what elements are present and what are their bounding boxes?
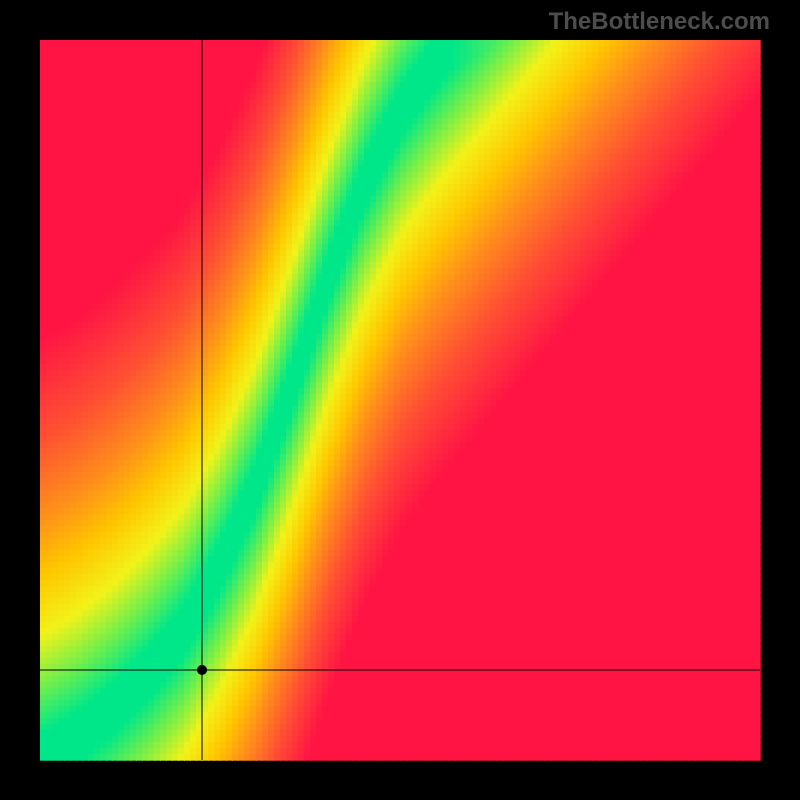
bottleneck-heatmap: [0, 0, 800, 800]
chart-container: TheBottleneck.com: [0, 0, 800, 800]
watermark-text: TheBottleneck.com: [549, 8, 770, 36]
